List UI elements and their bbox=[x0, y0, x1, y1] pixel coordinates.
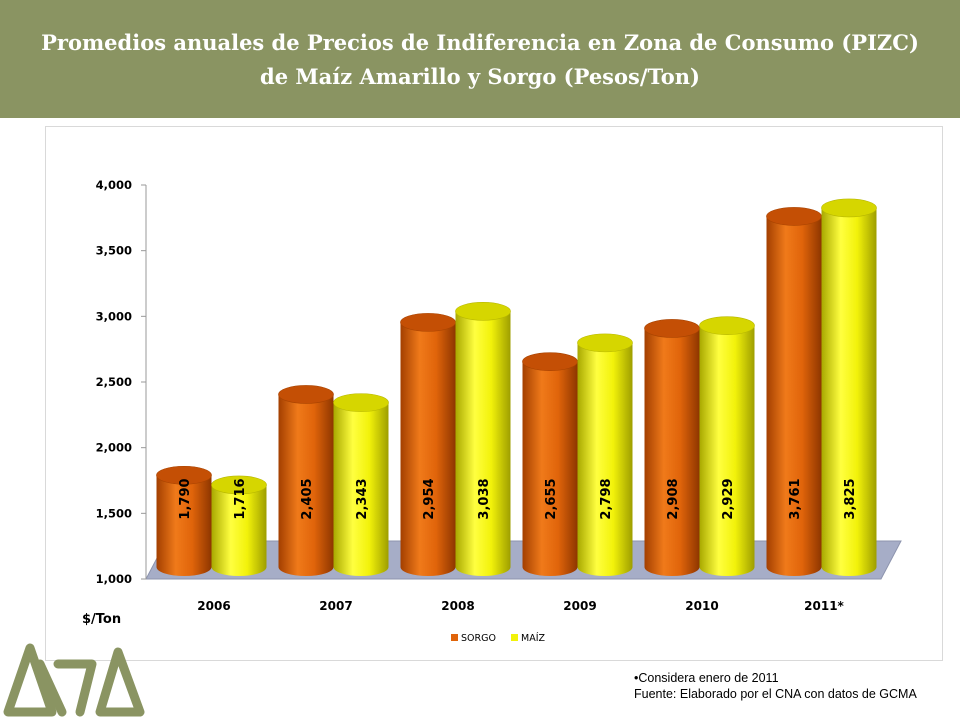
bar-value-label: 2,343 bbox=[355, 478, 370, 519]
y-tick-label: 1,500 bbox=[96, 506, 132, 520]
y-tick-label: 1,000 bbox=[96, 572, 132, 586]
y-tick-label: 2,000 bbox=[96, 441, 132, 455]
y-axis-label: $/Ton bbox=[82, 612, 121, 627]
chart-title-line1: Promedios anuales de Precios de Indifere… bbox=[41, 30, 919, 55]
bar-value-label: 2,655 bbox=[544, 478, 559, 519]
bar-cap bbox=[333, 393, 389, 412]
bar-cap bbox=[644, 319, 700, 338]
bar-cap bbox=[577, 333, 633, 353]
bar-maz-2010: 2,929 bbox=[699, 316, 755, 576]
bar-body bbox=[211, 484, 267, 576]
bar-body bbox=[400, 322, 456, 576]
bar-cap bbox=[278, 385, 334, 404]
bar-body bbox=[333, 402, 389, 576]
bar-cap bbox=[821, 198, 877, 218]
bar-maz-2008: 3,038 bbox=[455, 302, 511, 576]
bar-body bbox=[455, 311, 511, 576]
bar-maz-2007: 2,343 bbox=[333, 393, 389, 576]
bar-sorgo-2007: 2,405 bbox=[278, 385, 334, 576]
y-tick-label: 3,000 bbox=[96, 309, 132, 323]
chart-area: 1,000 1,500 2,000 2,500 3,000 3,500 4,000 $/Ton… bbox=[45, 126, 943, 661]
bar-maz-2011: 3,825 bbox=[821, 198, 877, 576]
bar-value-label: 2,405 bbox=[300, 478, 315, 519]
legend-swatch bbox=[451, 634, 458, 641]
bar-body bbox=[644, 328, 700, 576]
bar-body bbox=[699, 325, 755, 576]
bar-body bbox=[278, 394, 334, 576]
title-banner: Promedios anuales de Precios de Indifere… bbox=[0, 0, 960, 118]
bar-body bbox=[821, 207, 877, 576]
legend-swatch bbox=[511, 634, 518, 641]
bar-cap bbox=[156, 465, 212, 485]
bar-value-label: 2,908 bbox=[666, 478, 681, 519]
y-tick-label: 3,500 bbox=[96, 244, 132, 258]
y-tick-label: 4,000 bbox=[96, 178, 132, 192]
footnote-source: Fuente: Elaborado por el CNA con datos d… bbox=[634, 687, 917, 701]
x-tick-label: 2006 bbox=[197, 599, 230, 613]
chart-title-line2: de Maíz Amarillo y Sorgo (Pesos/Ton) bbox=[260, 64, 700, 89]
legend-item-maz: MAÍZ bbox=[511, 632, 545, 644]
bar-cap bbox=[400, 313, 456, 332]
bar-value-label: 3,761 bbox=[788, 478, 803, 519]
bar-sorgo-2006: 1,790 bbox=[156, 465, 212, 576]
x-tick-label: 2011* bbox=[804, 599, 844, 613]
cna-logo bbox=[3, 643, 145, 717]
bar-value-label: 2,929 bbox=[721, 478, 736, 519]
bar-cap bbox=[211, 475, 267, 495]
footnote: •Considera enero de 2011 Fuente: Elabora… bbox=[634, 670, 917, 702]
x-tick-label: 2008 bbox=[441, 599, 474, 613]
x-tick-label: 2009 bbox=[563, 599, 596, 613]
bar-value-label: 1,716 bbox=[233, 478, 248, 519]
bar-value-label: 3,825 bbox=[843, 478, 858, 519]
footnote-note: •Considera enero de 2011 bbox=[634, 671, 779, 685]
bar-value-label: 2,798 bbox=[599, 478, 614, 519]
bar-body bbox=[577, 342, 633, 576]
x-tick-label: 2007 bbox=[319, 599, 352, 613]
bar-maz-2006: 1,716 bbox=[211, 475, 267, 576]
bar-body bbox=[522, 361, 578, 576]
legend-label: MAÍZ bbox=[521, 632, 545, 644]
bar-value-label: 1,790 bbox=[178, 478, 193, 519]
bar-sorgo-2009: 2,655 bbox=[522, 352, 578, 576]
x-tick-label: 2010 bbox=[685, 599, 718, 613]
bar-chart: 1,000 1,500 2,000 2,500 3,000 3,500 4,000 $/Ton… bbox=[82, 178, 902, 644]
bar-maz-2009: 2,798 bbox=[577, 333, 633, 576]
bar-value-label: 2,954 bbox=[422, 478, 437, 519]
chart-title: Promedios anuales de Precios de Indifere… bbox=[0, 26, 960, 94]
bar-cap bbox=[699, 316, 755, 335]
bar-sorgo-2010: 2,908 bbox=[644, 319, 700, 576]
logo-mark bbox=[3, 643, 145, 717]
bar-value-label: 3,038 bbox=[477, 478, 492, 519]
y-tick-label: 2,500 bbox=[96, 375, 132, 389]
legend-item-sorgo: SORGO bbox=[451, 633, 496, 644]
bar-sorgo-2008: 2,954 bbox=[400, 313, 456, 576]
bar-cap bbox=[522, 352, 578, 371]
bar-cap bbox=[455, 302, 511, 321]
legend-label: SORGO bbox=[461, 633, 496, 644]
bar-cap bbox=[766, 207, 822, 226]
bar-body bbox=[766, 216, 822, 576]
bar-body bbox=[156, 475, 212, 576]
bar-sorgo-2011: 3,761 bbox=[766, 207, 822, 576]
